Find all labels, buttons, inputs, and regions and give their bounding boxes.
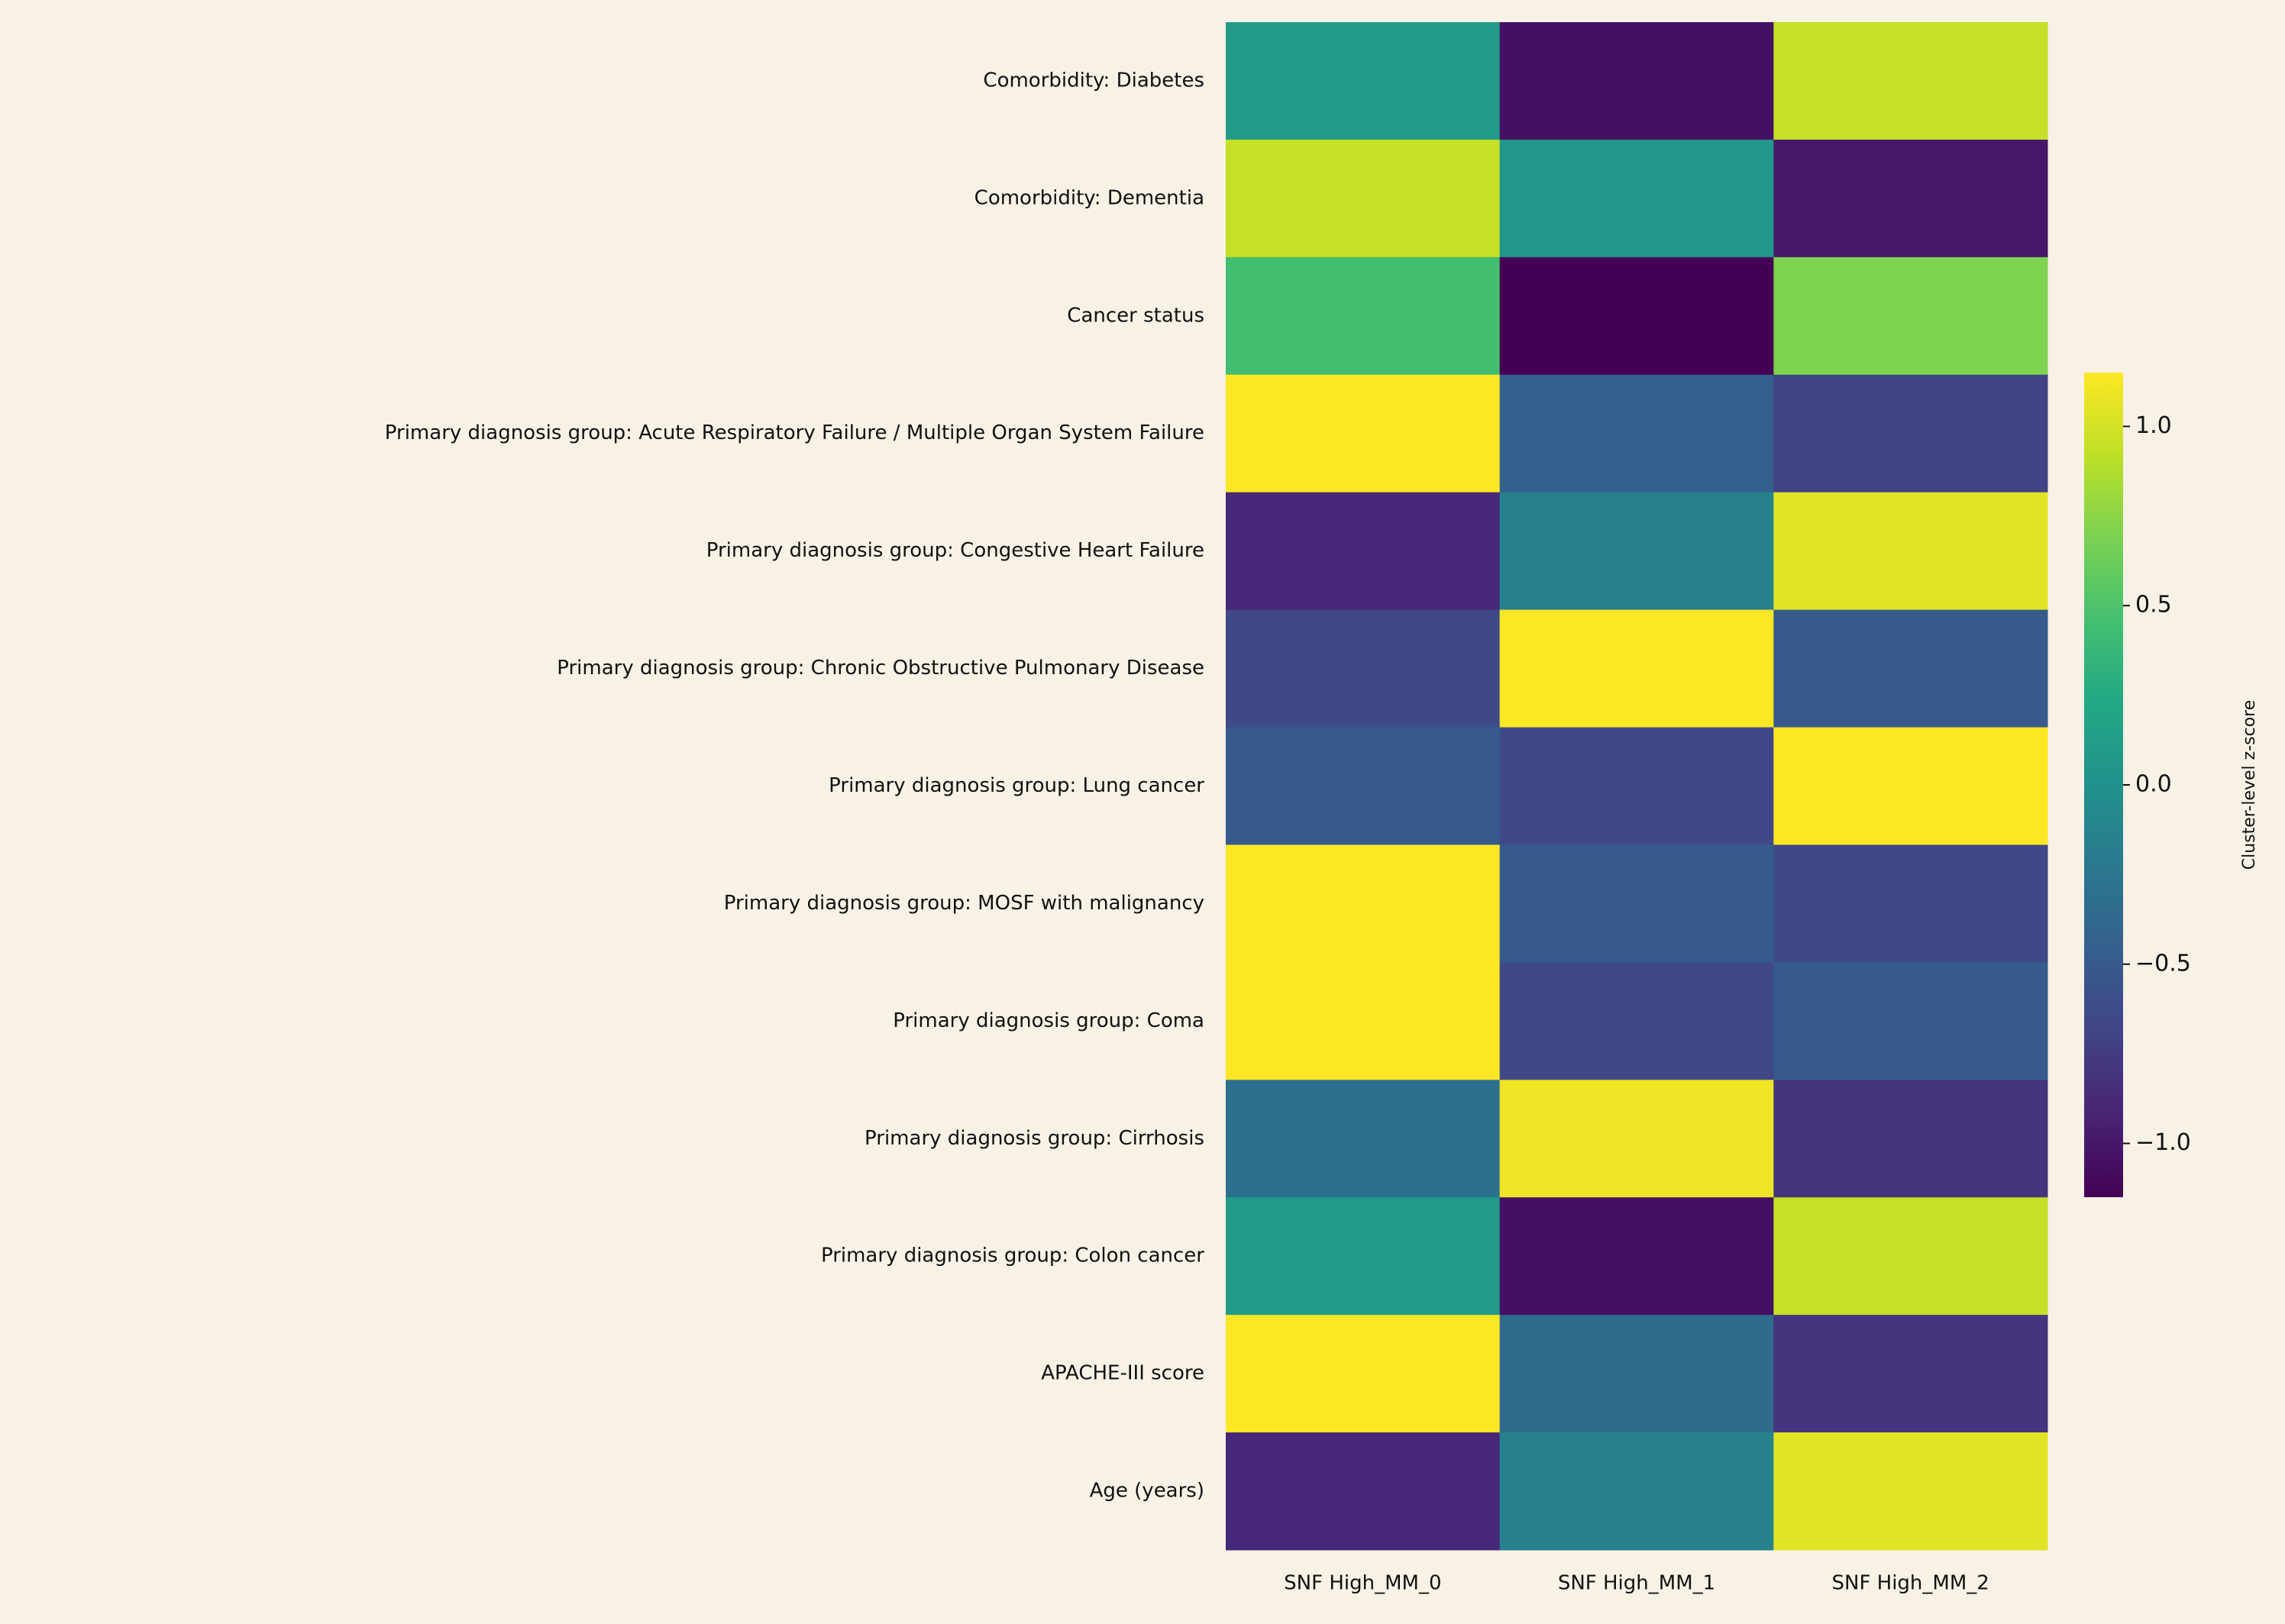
cell bbox=[1499, 1432, 1774, 1551]
row-label: Primary diagnosis group: Coma bbox=[893, 1009, 1204, 1032]
cell bbox=[1773, 727, 2048, 845]
cell bbox=[1773, 22, 2048, 140]
cell bbox=[1499, 1197, 1774, 1316]
cell bbox=[1773, 492, 2048, 611]
row-label: Comorbidity: Diabetes bbox=[983, 69, 1204, 92]
column-label: SNF High_MM_0 bbox=[1284, 1572, 1441, 1595]
cell bbox=[1226, 1080, 1501, 1198]
cell bbox=[1499, 962, 1774, 1080]
colorbar-tick-label: 0.0 bbox=[2135, 771, 2172, 798]
cell bbox=[1226, 139, 1501, 258]
colorbar-tick-label: 1.0 bbox=[2135, 412, 2172, 439]
cell bbox=[1499, 844, 1774, 963]
row-label: APACHE-III score bbox=[1041, 1362, 1204, 1385]
column-label: SNF High_MM_2 bbox=[1831, 1572, 1989, 1595]
cell bbox=[1773, 1080, 2048, 1198]
row-label: Age (years) bbox=[1090, 1480, 1204, 1503]
cell bbox=[1773, 1197, 2048, 1316]
cell bbox=[1226, 962, 1501, 1080]
cell bbox=[1499, 1315, 1774, 1433]
cell bbox=[1773, 962, 2048, 1080]
column-label: SNF High_MM_1 bbox=[1558, 1572, 1715, 1595]
cell bbox=[1499, 492, 1774, 611]
cell bbox=[1773, 1432, 2048, 1551]
colorbar bbox=[2084, 373, 2123, 1197]
cell bbox=[1226, 609, 1501, 728]
row-label: Comorbidity: Dementia bbox=[974, 186, 1204, 209]
cell bbox=[1499, 374, 1774, 493]
cell bbox=[1226, 374, 1501, 493]
cell bbox=[1226, 257, 1501, 376]
row-label: Primary diagnosis group: Acute Respirato… bbox=[385, 421, 1204, 444]
row-label: Cancer status bbox=[1067, 304, 1204, 327]
colorbar-label: Cluster-level z-score bbox=[2240, 700, 2259, 870]
row-label: Primary diagnosis group: MOSF with malig… bbox=[724, 892, 1204, 915]
cell bbox=[1226, 1315, 1501, 1433]
colorbar-tick-label: −0.5 bbox=[2135, 950, 2191, 977]
cell bbox=[1499, 22, 1774, 140]
row-label: Primary diagnosis group: Lung cancer bbox=[829, 774, 1204, 797]
cell bbox=[1226, 1432, 1501, 1551]
cell bbox=[1226, 844, 1501, 963]
colorbar-tick-label: −1.0 bbox=[2135, 1129, 2191, 1156]
cell bbox=[1773, 374, 2048, 493]
row-label: Primary diagnosis group: Congestive Hear… bbox=[706, 539, 1204, 562]
cell bbox=[1226, 727, 1501, 845]
colorbar-tick-label: 0.5 bbox=[2135, 592, 2172, 618]
cell bbox=[1499, 139, 1774, 258]
cell bbox=[1499, 609, 1774, 728]
cell bbox=[1499, 727, 1774, 845]
row-label: Primary diagnosis group: Colon cancer bbox=[821, 1245, 1204, 1267]
cell bbox=[1773, 609, 2048, 728]
row-label: Primary diagnosis group: Chronic Obstruc… bbox=[557, 657, 1204, 680]
cell bbox=[1773, 844, 2048, 963]
cell bbox=[1773, 257, 2048, 376]
cell bbox=[1773, 1315, 2048, 1433]
cell bbox=[1226, 22, 1501, 140]
cell bbox=[1499, 1080, 1774, 1198]
row-label: Primary diagnosis group: Cirrhosis bbox=[865, 1127, 1204, 1150]
cell bbox=[1226, 1197, 1501, 1316]
cell bbox=[1773, 139, 2048, 258]
cell bbox=[1499, 257, 1774, 376]
cell bbox=[1226, 492, 1501, 611]
